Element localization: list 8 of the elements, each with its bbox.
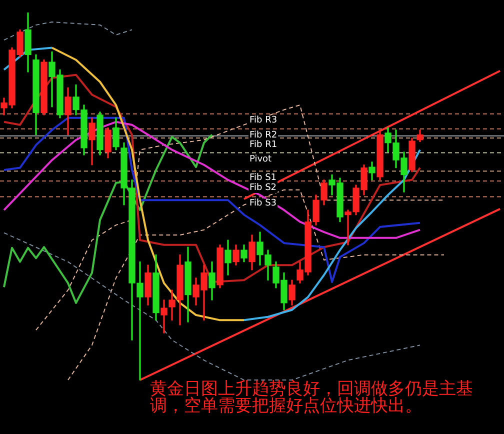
annotation: 黄金日图上升趋势良好，回调做多仍是主基调，空单需要把握好点位快进快出。 [150,379,474,416]
ref-line-label: Fib R2 [249,130,278,141]
ref-line-label: Fib S3 [249,198,277,209]
ref-line-label: Fib R3 [249,116,278,126]
ref-line-label: Pivot [249,154,272,165]
ref-line-label: Fib S2 [249,182,277,193]
ref-line-label: Fib S1 [249,172,277,183]
ref-line-label: Fib R1 [249,140,278,150]
